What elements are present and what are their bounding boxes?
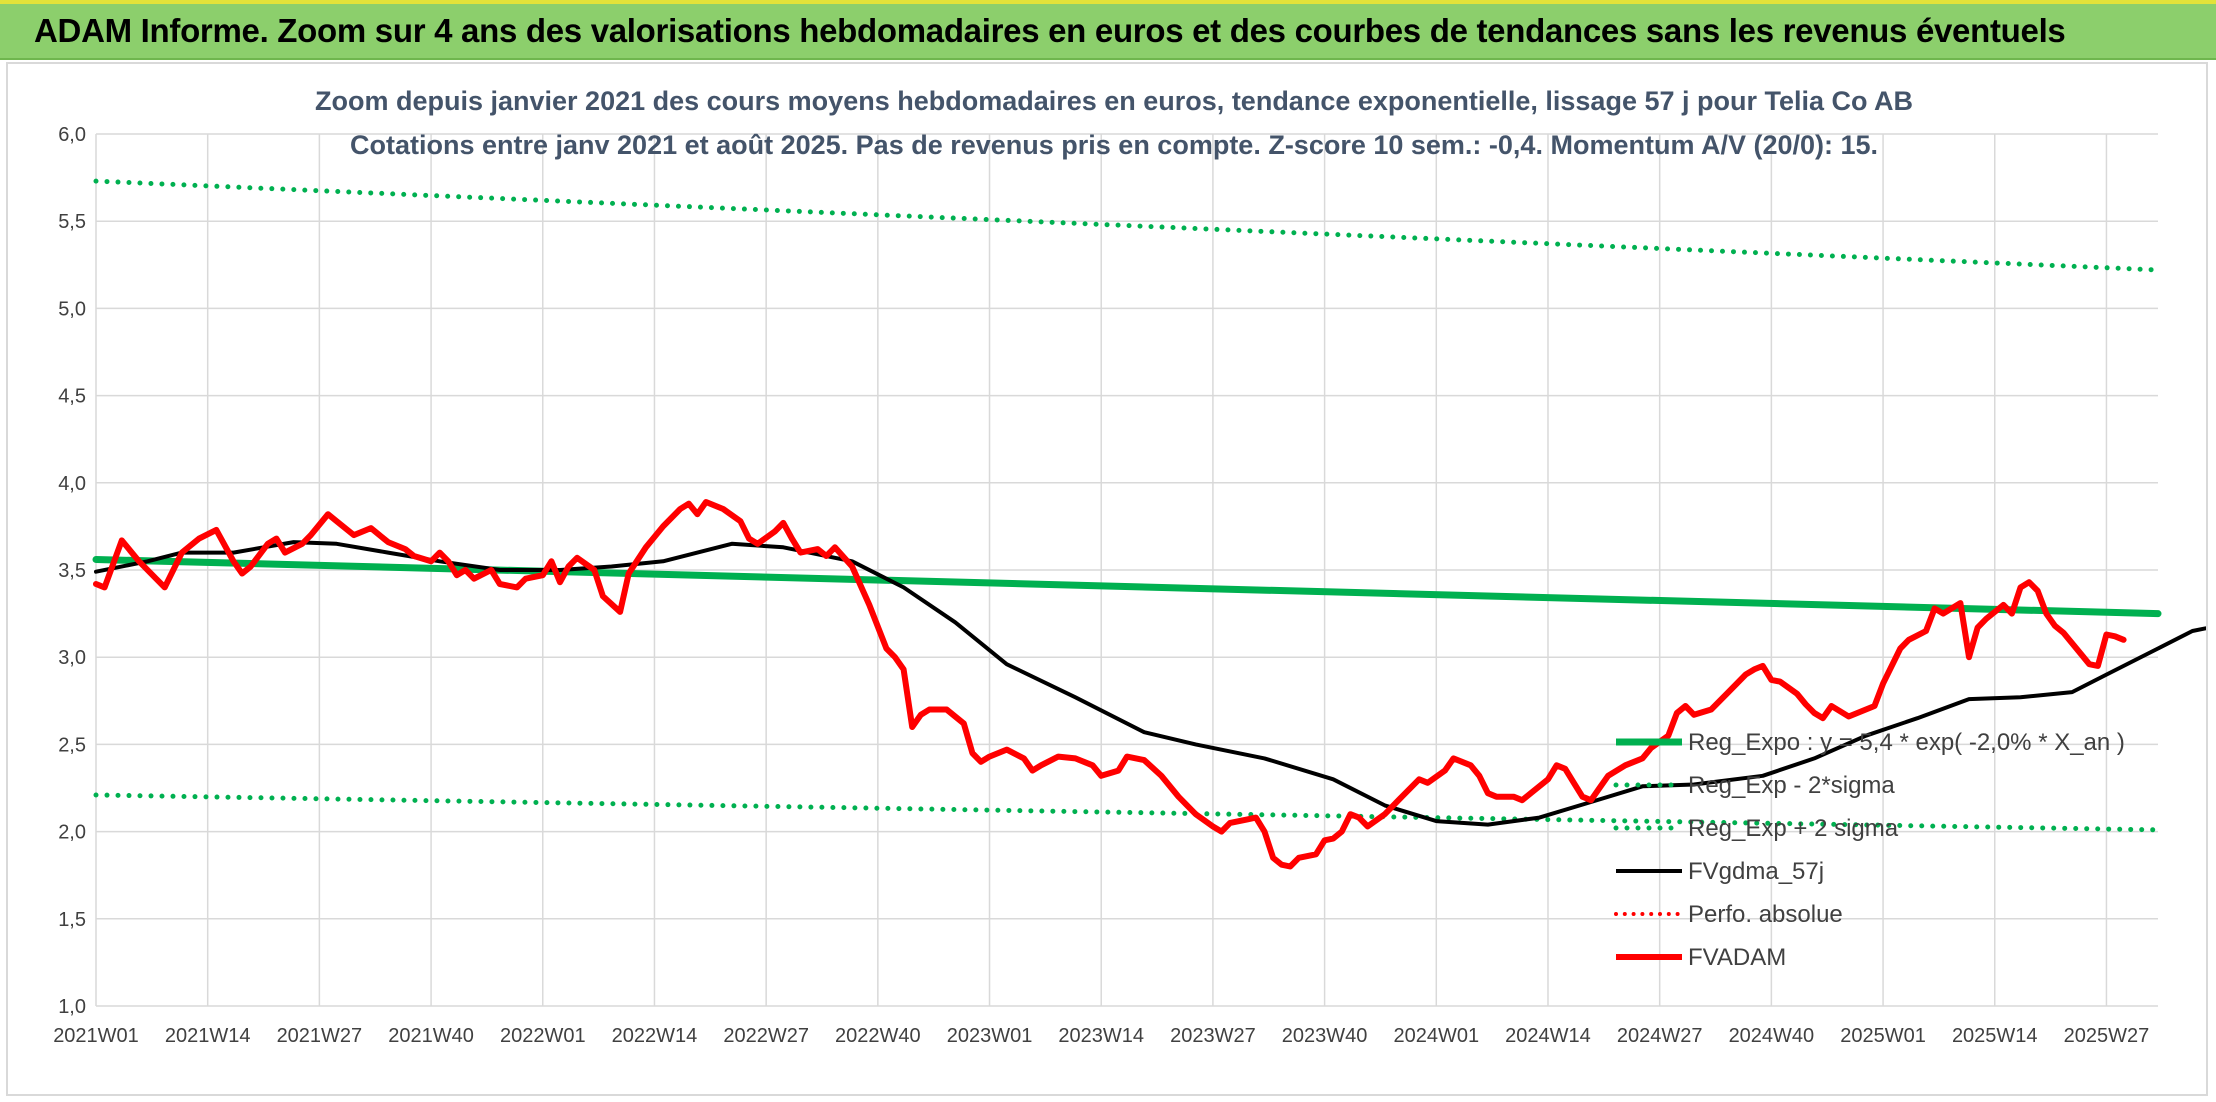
legend-label: Reg_Exp + 2 sigma [1688,815,1899,842]
x-tick-label: 2024W14 [1505,1025,1591,1047]
series-line [93,499,2127,870]
x-tick-label: 2022W01 [500,1025,586,1047]
y-tick-label: 2,0 [58,822,86,844]
x-tick-label: 2023W40 [1282,1025,1368,1047]
y-tick-label: 5,0 [58,298,86,320]
legend: Reg_Expo : y = 5,4 * exp( -2,0% * X_an )… [1613,729,2125,971]
x-tick-label: 2022W40 [835,1025,921,1047]
axes: 1,0 1,5 2,0 2,5 3,0 3,5 4,0 4,5 5,0 5,5 6,0 2021W01… [53,124,2149,1047]
legend-label: Perfo. absolue [1688,901,1843,928]
y-tick-label: 3,5 [58,560,86,582]
y-tick-label: 3,0 [58,647,86,669]
x-tick-label: 2021W01 [53,1025,139,1047]
x-tick-label: 2025W01 [1840,1025,1926,1047]
y-tick-label: 5,5 [58,211,86,233]
chart-title: Zoom depuis janvier 2021 des cours moyen… [315,86,1913,116]
series-line [93,178,2161,273]
report-banner: ADAM Informe. Zoom sur 4 ans des valoris… [0,0,2216,60]
series-lines [92,178,2206,870]
line-chart: 1,0 1,5 2,0 2,5 3,0 3,5 4,0 4,5 5,0 5,5 6,0 2021W01… [53,86,2206,1047]
y-tick-label: 4,5 [58,386,86,408]
x-tick-label: 2024W01 [1393,1025,1479,1047]
x-tick-label: 2023W27 [1170,1025,1256,1047]
y-tick-label: 1,0 [58,996,86,1018]
y-tick-label: 4,0 [58,473,86,495]
series-line [92,556,2162,618]
y-tick-label: 1,5 [58,909,86,931]
legend-label: FVADAM [1688,944,1786,971]
x-tick-label: 2024W40 [1729,1025,1815,1047]
x-tick-label: 2021W14 [165,1025,251,1047]
x-tick-label: 2024W27 [1617,1025,1703,1047]
x-tick-label: 2022W14 [612,1025,698,1047]
legend-label: FVgdma_57j [1688,858,1824,885]
x-tick-label: 2022W27 [723,1025,809,1047]
x-tick-label: 2023W01 [947,1025,1033,1047]
x-tick-label: 2025W14 [1952,1025,2038,1047]
report-title: ADAM Informe. Zoom sur 4 ans des valoris… [34,12,2066,49]
x-tick-label: 2021W40 [388,1025,474,1047]
legend-label: Reg_Expo : y = 5,4 * exp( -2,0% * X_an ) [1688,729,2125,756]
chart-subtitle: Cotations entre janv 2021 et août 2025. … [350,130,1878,160]
y-tick-label: 6,0 [58,124,86,146]
y-tick-label: 2,5 [58,734,86,756]
x-tick-label: 2025W27 [2064,1025,2150,1047]
x-tick-label: 2023W14 [1058,1025,1144,1047]
chart-area: 1,0 1,5 2,0 2,5 3,0 3,5 4,0 4,5 5,0 5,5 6,0 2021W01… [6,62,2208,1096]
x-tick-label: 2021W27 [277,1025,363,1047]
legend-label: Reg_Exp - 2*sigma [1688,772,1895,799]
